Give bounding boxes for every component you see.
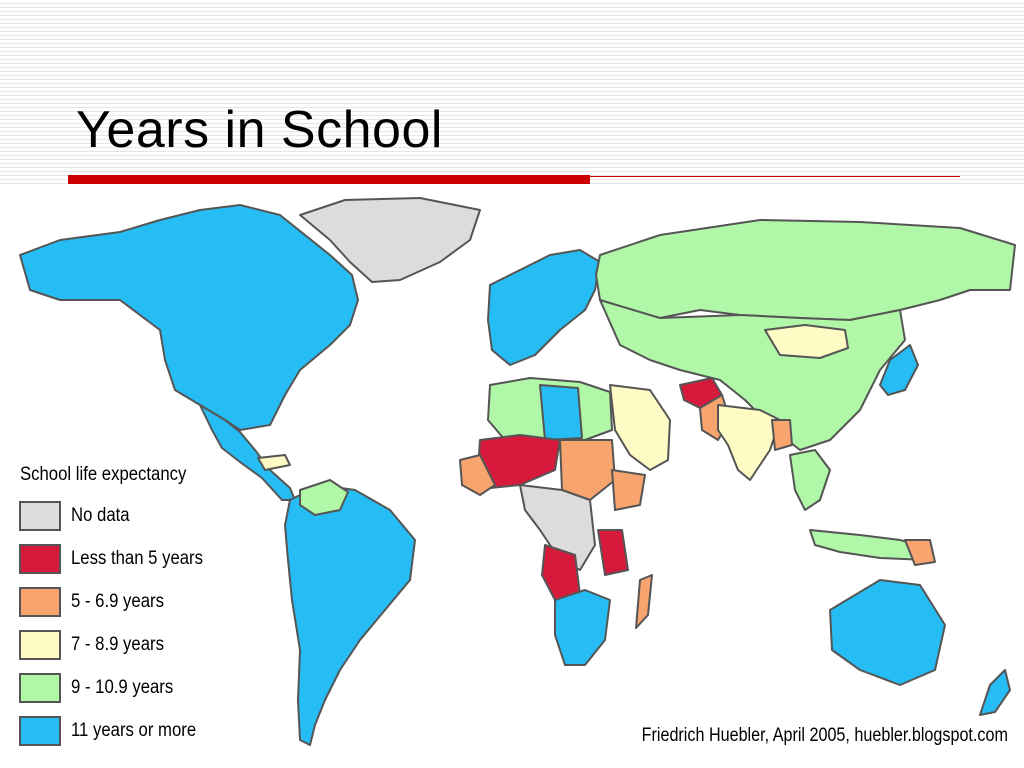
legend-swatch bbox=[19, 500, 61, 531]
region-west-africa bbox=[459, 454, 496, 496]
region-libya bbox=[539, 384, 583, 441]
legend-title: School life expectancy bbox=[20, 464, 187, 485]
region-mongolia bbox=[764, 324, 849, 359]
map-legend: School life expectancy No data Less than… bbox=[16, 464, 246, 752]
region-ethiopia bbox=[611, 469, 646, 511]
slide-title: Years in School bbox=[76, 101, 443, 159]
title-underline-thick bbox=[68, 175, 590, 184]
legend-label: 5 - 6.9 years bbox=[71, 590, 164, 612]
region-australia bbox=[829, 579, 946, 686]
legend-label: 9 - 10.9 years bbox=[71, 676, 174, 698]
header-stripes bbox=[0, 0, 1024, 186]
region-japan bbox=[879, 344, 919, 396]
region-russia bbox=[595, 219, 1016, 321]
legend-item-no-data: No data bbox=[16, 494, 246, 537]
legend-item-9-10-9: 9 - 10.9 years bbox=[16, 666, 246, 709]
legend-label: 11 years or more bbox=[71, 719, 197, 741]
region-arabia bbox=[609, 384, 671, 471]
legend-swatch bbox=[19, 715, 61, 746]
legend-label: Less than 5 years bbox=[71, 547, 203, 569]
legend-item-less-than-5: Less than 5 years bbox=[16, 537, 246, 580]
legend-item-11-plus: 11 years or more bbox=[16, 709, 246, 752]
region-papua bbox=[904, 539, 936, 566]
world-map bbox=[19, 197, 1016, 746]
region-venezuela bbox=[299, 479, 349, 516]
region-central-africa bbox=[519, 484, 596, 571]
legend-swatch bbox=[19, 629, 61, 660]
legend-label: 7 - 8.9 years bbox=[71, 633, 164, 655]
region-greenland bbox=[299, 197, 481, 283]
legend-swatch bbox=[19, 543, 61, 574]
region-india bbox=[717, 404, 781, 481]
region-madagascar bbox=[635, 574, 653, 629]
region-caribbean bbox=[257, 454, 291, 471]
legend-item-5-6-9: 5 - 6.9 years bbox=[16, 580, 246, 623]
region-north-america bbox=[19, 204, 359, 431]
region-bangladesh bbox=[771, 419, 793, 451]
region-sudan bbox=[559, 439, 616, 501]
region-southern-africa bbox=[554, 589, 611, 666]
region-new-zealand bbox=[979, 669, 1011, 716]
region-east-africa bbox=[597, 529, 629, 576]
region-southeast-asia bbox=[789, 449, 831, 511]
title-underline-thin bbox=[590, 176, 960, 177]
legend-item-7-8-9: 7 - 8.9 years bbox=[16, 623, 246, 666]
legend-swatch bbox=[19, 586, 61, 617]
legend-swatch bbox=[19, 672, 61, 703]
region-europe bbox=[487, 249, 601, 366]
legend-label: No data bbox=[71, 504, 130, 526]
map-credit: Friedrich Huebler, April 2005, huebler.b… bbox=[641, 725, 1008, 746]
region-south-america bbox=[284, 484, 416, 746]
